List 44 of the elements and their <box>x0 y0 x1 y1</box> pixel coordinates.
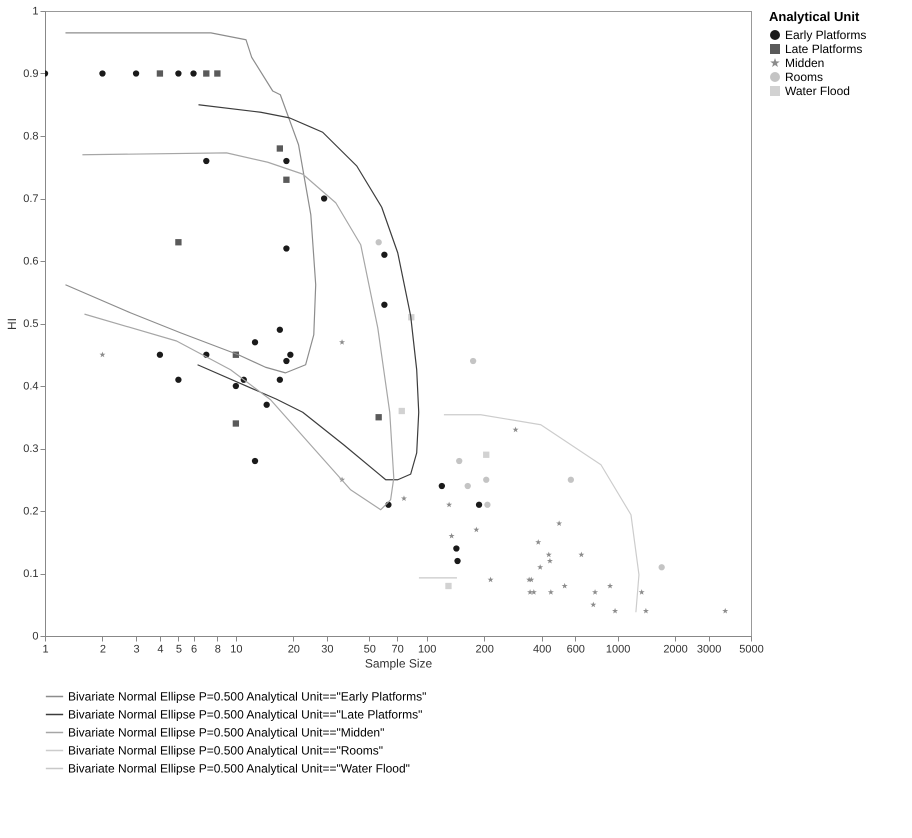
x-tick-label: 400 <box>532 644 552 656</box>
y-tick-label: 0 <box>32 630 38 642</box>
legend-label: Late Platforms <box>785 42 862 56</box>
x-tick-label: 600 <box>566 644 585 656</box>
legend-title: Analytical Unit <box>769 9 860 24</box>
x-tick-label: 8 <box>214 644 221 656</box>
y-tick-label: 0.4 <box>23 380 38 392</box>
y-tick-label: 0.8 <box>23 130 38 142</box>
x-tick-label: 100 <box>418 644 436 656</box>
legend-label: Bivariate Normal Ellipse P=0.500 Analytical Unit=="Midden" <box>68 726 384 740</box>
legend-label: Bivariate Normal Ellipse P=0.500 Analytical Unit=="Rooms" <box>68 744 383 758</box>
legend-label: Bivariate Normal Ellipse P=0.500 Analytical Unit=="Water Flood" <box>68 762 410 776</box>
y-tick-label: 0.1 <box>23 568 38 580</box>
x-tick-label: 30 <box>321 644 334 656</box>
x-axis-title: Sample Size <box>364 656 433 670</box>
x-tick-label: 4 <box>157 644 164 656</box>
y-axis-title: HI <box>5 318 20 330</box>
x-tick-label: 20 <box>288 644 300 656</box>
x-tick-label: 200 <box>476 644 494 656</box>
legend-label: Water Flood <box>785 84 850 98</box>
legend-label: Midden <box>785 56 824 70</box>
x-tick-label: 2 <box>100 644 106 656</box>
x-tick-label: 6 <box>190 644 198 656</box>
x-tick-label: 1 <box>42 644 49 656</box>
x-tick-label: 50 <box>364 644 376 656</box>
legend-label: Rooms <box>785 70 824 84</box>
x-tick-label: 5000 <box>739 644 764 656</box>
x-tick-label: 5 <box>176 644 182 656</box>
y-tick-label: 0.3 <box>23 443 38 455</box>
legend-label: Bivariate Normal Ellipse P=0.500 Analytical Unit=="Early Platforms" <box>68 690 426 704</box>
x-tick-label: 70 <box>392 644 404 656</box>
x-tick-label: 3000 <box>696 644 722 656</box>
y-tick-label: 0.6 <box>23 256 38 268</box>
x-tick-label: 3 <box>134 644 140 656</box>
legend-label: Early Platforms <box>785 28 866 42</box>
y-tick-label: 0.7 <box>23 193 38 205</box>
x-tick-label: 10 <box>230 644 242 656</box>
legend-label: Bivariate Normal Ellipse P=0.500 Analytical Unit=="Late Platforms" <box>68 708 422 722</box>
x-tick-label: 2000 <box>663 644 688 656</box>
y-tick-label: 0.2 <box>23 506 38 518</box>
y-tick-label: 0.5 <box>23 318 38 330</box>
y-tick-label: 1 <box>32 6 38 18</box>
y-tick-label: 0.9 <box>23 68 38 80</box>
x-tick-label: 1000 <box>606 644 630 656</box>
